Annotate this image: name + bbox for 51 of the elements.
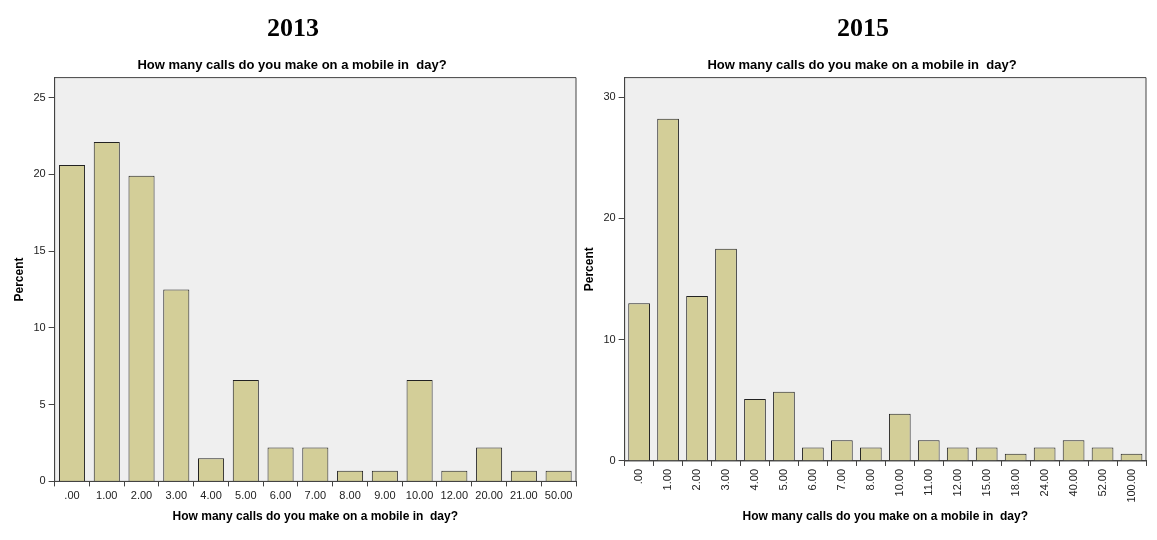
- x-tick-label: 21.00: [510, 489, 538, 502]
- x-tick-label: 1.00: [96, 489, 118, 502]
- y-tick-label: 0: [39, 474, 46, 487]
- x-tick-label: 12.00: [440, 489, 469, 502]
- x-tick-label: 4.00: [200, 489, 222, 502]
- x-tick-label: 8.00: [863, 468, 876, 491]
- chart-subtitle: How many calls do you make on a mobile in day?: [137, 57, 447, 73]
- y-tick-label: 15: [33, 244, 46, 257]
- x-tick-label: 52.00: [1095, 468, 1108, 497]
- y-axis-title: Percent: [11, 257, 26, 302]
- x-tick-label: 8.00: [339, 489, 361, 502]
- x-tick-label: 5.00: [776, 468, 789, 491]
- x-tick-label: 10.00: [892, 468, 905, 497]
- x-tick-label: 1.00: [661, 468, 674, 491]
- x-tick-label: 15.00: [979, 468, 992, 497]
- x-axis-title: How many calls do you make on a mobile in day?: [742, 509, 1029, 524]
- chart-subtitle: How many calls do you make on a mobile in day?: [707, 57, 1017, 73]
- x-tick-label: 50.00: [544, 489, 573, 502]
- x-tick-label: 40.00: [1066, 468, 1079, 497]
- x-tick-label: 5.00: [235, 489, 257, 502]
- x-tick-label: 3.00: [719, 468, 732, 491]
- x-tick-label: 7.00: [304, 489, 327, 502]
- x-tick-label: 3.00: [165, 489, 187, 502]
- x-tick-label: 20.00: [475, 489, 503, 502]
- x-tick-label: 2.00: [130, 489, 153, 502]
- y-tick-label: 20: [603, 211, 616, 224]
- chart-title: 2013: [266, 12, 320, 44]
- x-tick-label: 9.00: [374, 489, 396, 502]
- y-tick-label: 0: [609, 453, 616, 466]
- x-tick-label: 7.00: [834, 468, 847, 491]
- x-tick-label: 4.00: [748, 468, 761, 491]
- y-tick-label: 5: [39, 397, 46, 410]
- y-tick-label: 30: [603, 90, 616, 103]
- y-tick-label: 10: [603, 332, 616, 345]
- chart-title: 2015: [836, 12, 890, 44]
- x-axis-title: How many calls do you make on a mobile in day?: [172, 509, 459, 524]
- x-tick-label: 10.00: [405, 489, 434, 502]
- x-tick-label: 6.00: [269, 489, 292, 502]
- x-tick-label: 24.00: [1037, 468, 1050, 497]
- y-axis-title: Percent: [581, 247, 596, 292]
- y-tick-label: 25: [33, 90, 46, 103]
- x-tick-label: 2.00: [690, 468, 703, 491]
- x-tick-label: 12.00: [950, 468, 963, 497]
- x-tick-label: 18.00: [1008, 468, 1021, 497]
- y-tick-label: 10: [33, 320, 46, 333]
- x-tick-label: 6.00: [805, 468, 818, 491]
- x-tick-label: .00: [64, 489, 80, 502]
- x-tick-label: 11.00: [921, 468, 934, 496]
- y-tick-label: 20: [33, 167, 46, 180]
- x-tick-label: .00: [632, 468, 645, 485]
- x-tick-label: 100.00: [1124, 468, 1137, 503]
